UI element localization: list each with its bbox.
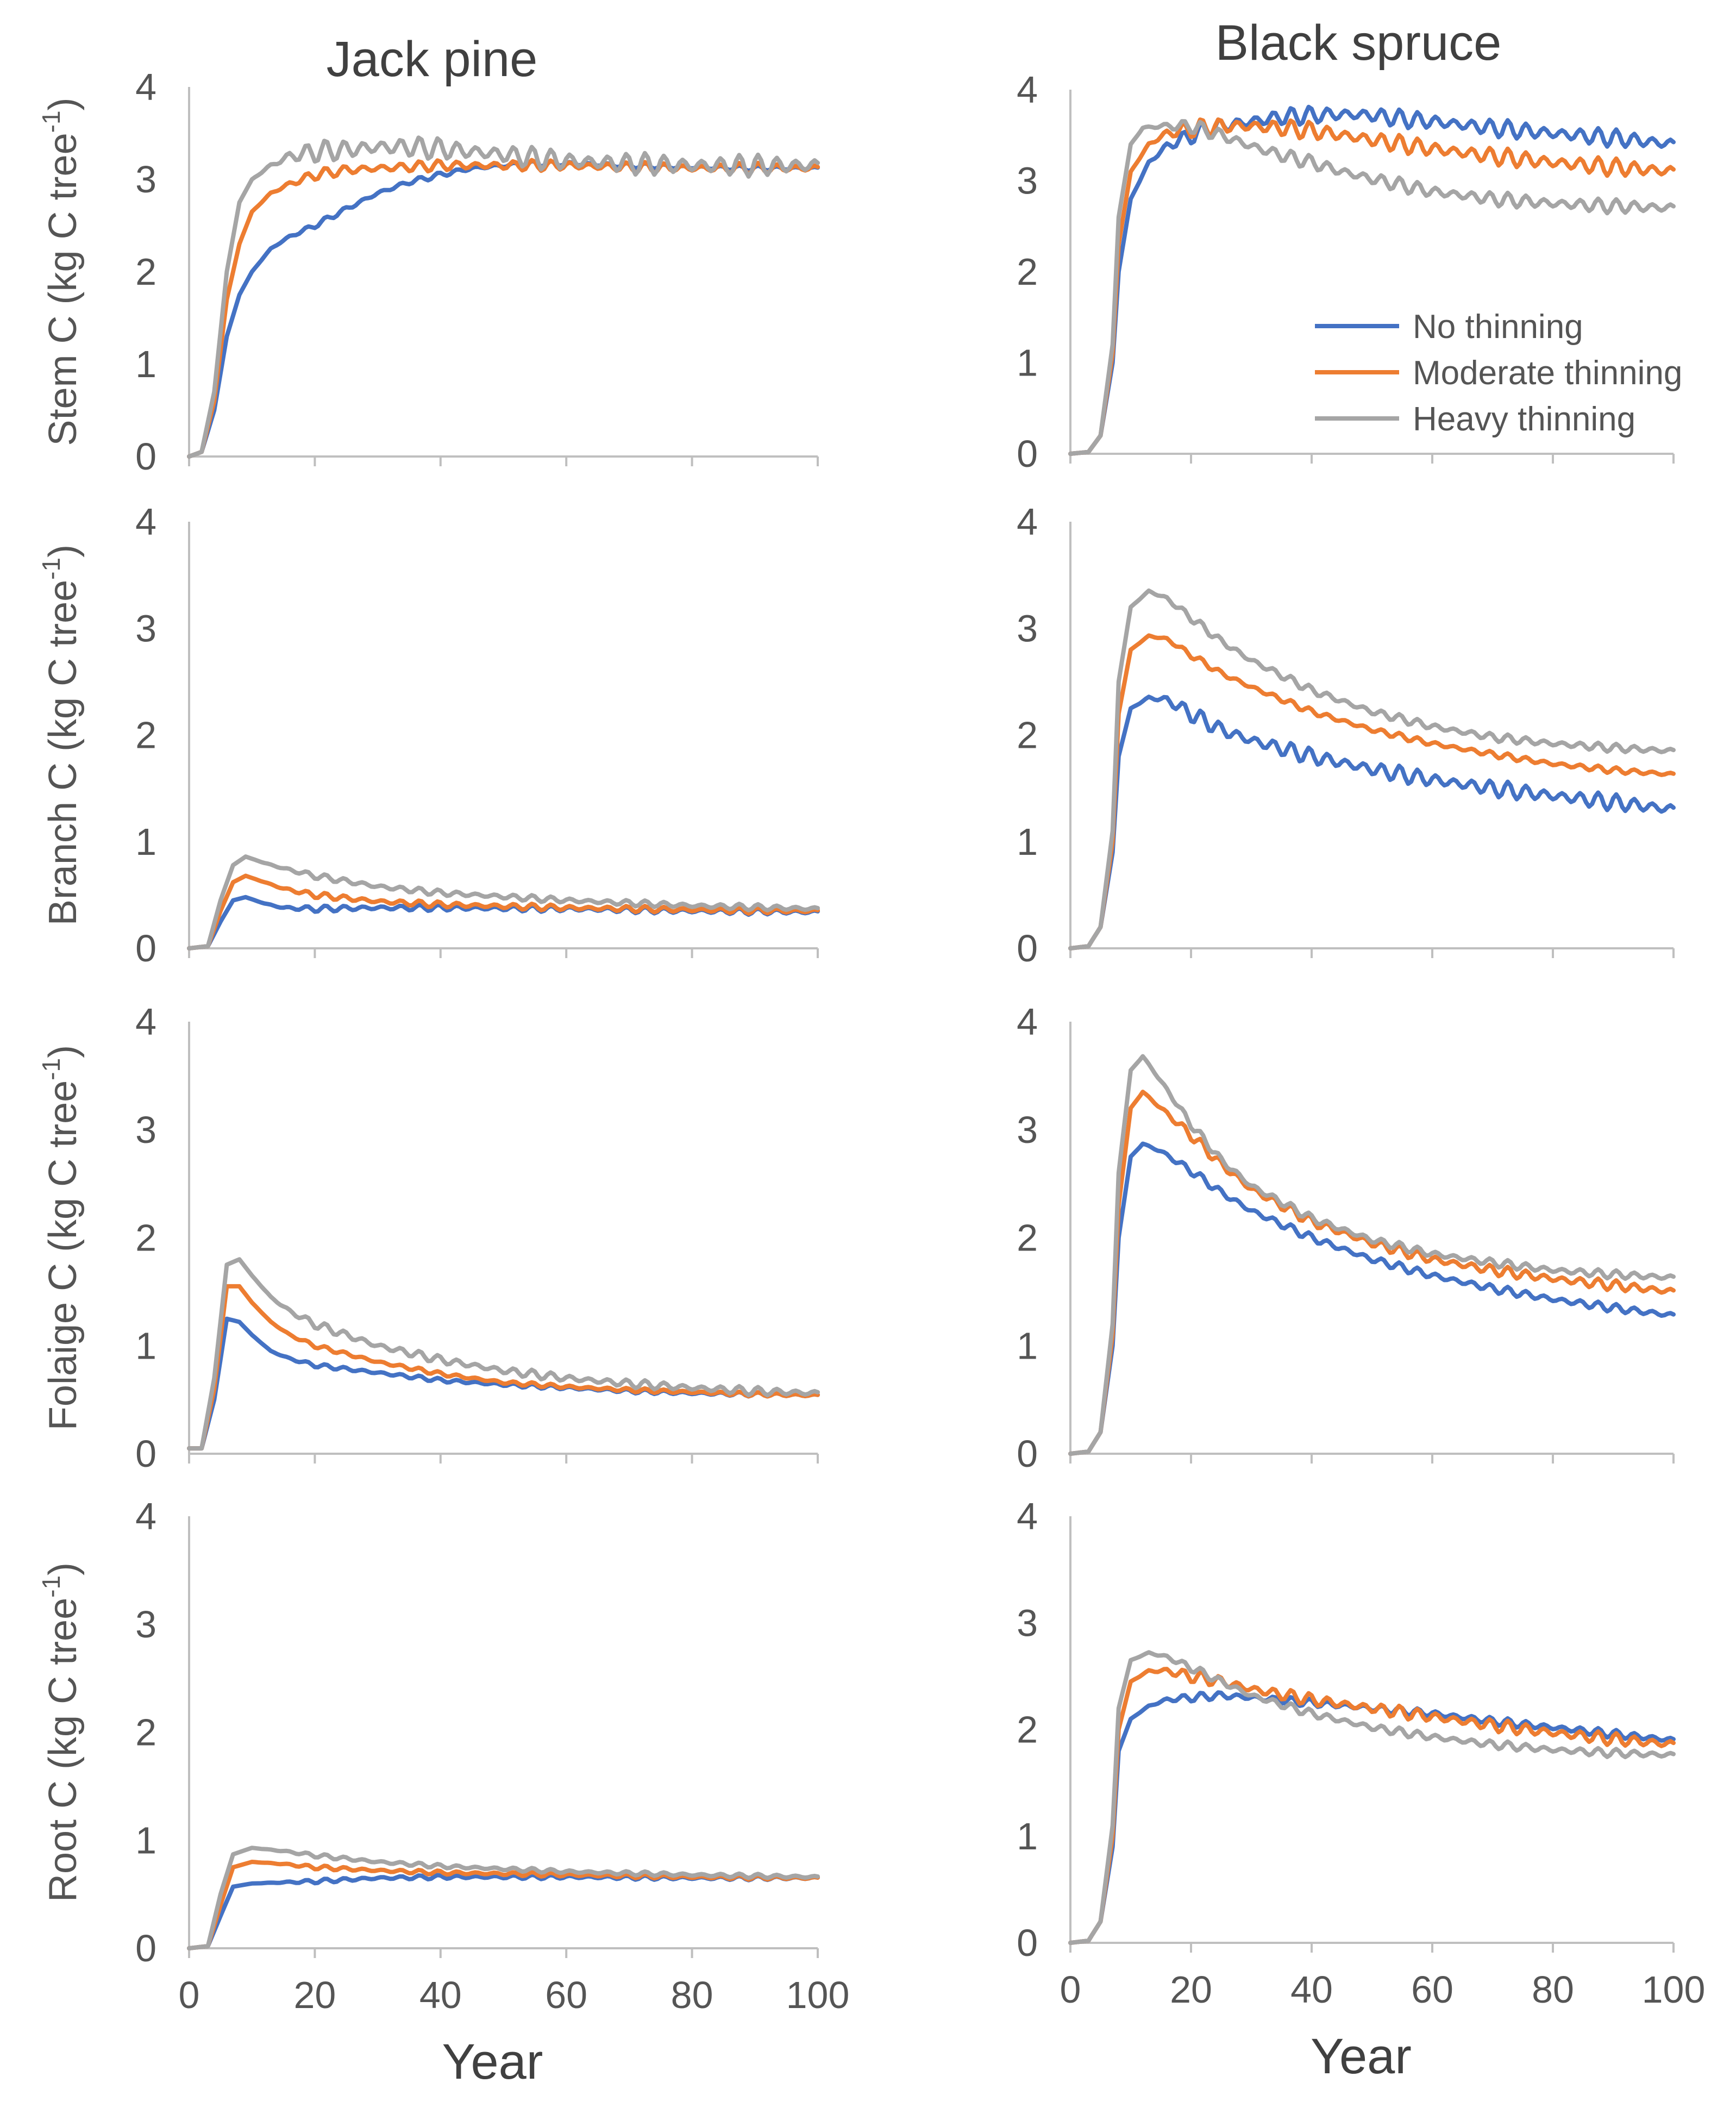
y-tick-label: 1 [1017, 342, 1038, 384]
y-tick-label: 4 [1017, 1495, 1038, 1537]
y-tick-label: 4 [135, 501, 156, 543]
y-tick-label: 3 [135, 1603, 156, 1646]
y-tick-label: 2 [135, 251, 156, 293]
series-line-moderate-thinning [187, 158, 820, 459]
y-tick-label: 1 [135, 821, 156, 863]
x-tick-label: 80 [1532, 1968, 1574, 2011]
legend-label-no-thinning: No thinning [1413, 308, 1583, 346]
y-tick-label: 1 [135, 1819, 156, 1861]
series-line-no-thinning [1068, 1141, 1676, 1456]
y-tick-label: 3 [1017, 1602, 1038, 1644]
legend-label-heavy-thinning: Heavy thinning [1413, 401, 1635, 438]
y-axis-title: Root C (kg C tree-1) [37, 1562, 85, 1902]
y-tick-label: 1 [135, 343, 156, 385]
series-line-no-thinning [1068, 104, 1676, 456]
y-tick-label: 3 [135, 607, 156, 649]
x-tick-label: 100 [786, 1974, 850, 2016]
series-line-heavy-thinning [187, 135, 820, 459]
x-tick-label: 40 [1290, 1968, 1333, 2011]
y-tick-label: 4 [135, 1495, 156, 1537]
x-tick-label: 20 [293, 1974, 336, 2016]
chart-bs-stem: Black spruce 0 1 2 3 4 No thinning Moderate thi… [1017, 15, 1682, 475]
y-tick-label: 1 [1017, 1324, 1038, 1367]
series-line-heavy-thinning [187, 1257, 820, 1451]
y-axis-title: Branch C (kg C tree-1) [37, 545, 85, 925]
y-tick-label: 3 [1017, 160, 1038, 202]
y-tick-label: 1 [1017, 821, 1038, 863]
series-line-moderate-thinning [1068, 1667, 1676, 1945]
y-axis-title: Stem C (kg C tree-1) [37, 97, 85, 446]
series-line-moderate-thinning [187, 873, 820, 950]
series-line-moderate-thinning [1068, 633, 1676, 950]
y-tick-label: 3 [1017, 607, 1038, 649]
series-line-moderate-thinning [1068, 117, 1676, 456]
y-tick-label: 3 [1017, 1109, 1038, 1151]
x-tick-label: 60 [545, 1974, 587, 2016]
y-tick-label: 4 [135, 1000, 156, 1043]
x-tick-label: 20 [1170, 1968, 1212, 2011]
x-axis-title: Year [1311, 2029, 1412, 2084]
chart-jp-stem: Jack pine 0 1 2 3 4 Stem C (kg C tree-1) [37, 32, 820, 478]
y-tick-label: 3 [135, 1109, 156, 1151]
y-tick-label: 2 [1017, 714, 1038, 756]
x-tick-label: 80 [671, 1974, 713, 2016]
chart-jp-branch: 0 1 2 3 4 Branch C (kg C tree-1) [37, 501, 820, 970]
y-tick-label: 0 [1017, 1922, 1038, 1964]
series-line-no-thinning [187, 1873, 820, 1950]
y-tick-label: 0 [1017, 1433, 1038, 1475]
column-title-jack-pine: Jack pine [327, 32, 538, 87]
y-tick-label: 0 [1017, 927, 1038, 970]
y-tick-label: 4 [1017, 68, 1038, 111]
y-tick-label: 1 [135, 1324, 156, 1367]
y-tick-label: 2 [135, 714, 156, 756]
x-tick-label: 0 [179, 1974, 200, 2016]
x-tick-label: 100 [1642, 1968, 1706, 2011]
x-tick-label: 0 [1060, 1968, 1081, 2011]
y-tick-label: 4 [1017, 1000, 1038, 1043]
y-tick-label: 0 [1017, 433, 1038, 475]
series-line-heavy-thinning [1068, 119, 1676, 456]
column-title-black-spruce: Black spruce [1215, 15, 1502, 71]
chart-jp-foliage: 0 1 2 3 4 Folaige C (kg C tree-1) [37, 1000, 820, 1475]
y-tick-label: 4 [1017, 501, 1038, 543]
y-tick-label: 0 [135, 1927, 156, 1969]
series-line-heavy-thinning [1068, 1054, 1676, 1456]
y-tick-label: 2 [135, 1711, 156, 1754]
y-tick-label: 2 [1017, 1217, 1038, 1259]
x-tick-label: 40 [419, 1974, 462, 2016]
y-axis-title: Folaige C (kg C tree-1) [37, 1045, 85, 1430]
y-tick-label: 0 [135, 1433, 156, 1475]
series-line-heavy-thinning [187, 854, 820, 950]
series-line-heavy-thinning [1068, 588, 1676, 950]
y-tick-label: 0 [135, 435, 156, 478]
x-axis-title: Year [442, 2034, 543, 2090]
y-tick-label: 2 [135, 1217, 156, 1259]
series-line-moderate-thinning [1068, 1090, 1676, 1456]
series-line-moderate-thinning [187, 1284, 820, 1451]
y-tick-label: 1 [1017, 1815, 1038, 1858]
chart-bs-foliage: 0 1 2 3 4 [1017, 1000, 1676, 1475]
series-line-heavy-thinning [187, 1846, 820, 1950]
y-tick-label: 3 [135, 158, 156, 201]
y-tick-label: 0 [135, 927, 156, 970]
chart-bs-branch: 0 1 2 3 4 [1017, 501, 1676, 970]
y-tick-label: 2 [1017, 251, 1038, 293]
series-line-no-thinning [187, 159, 820, 459]
series-line-heavy-thinning [1068, 1650, 1676, 1945]
y-tick-label: 2 [1017, 1709, 1038, 1751]
x-tick-label: 60 [1411, 1968, 1453, 2011]
y-tick-label: 4 [135, 66, 156, 108]
legend-label-moderate-thinning: Moderate thinning [1413, 354, 1682, 392]
series-line-no-thinning [1068, 695, 1676, 950]
